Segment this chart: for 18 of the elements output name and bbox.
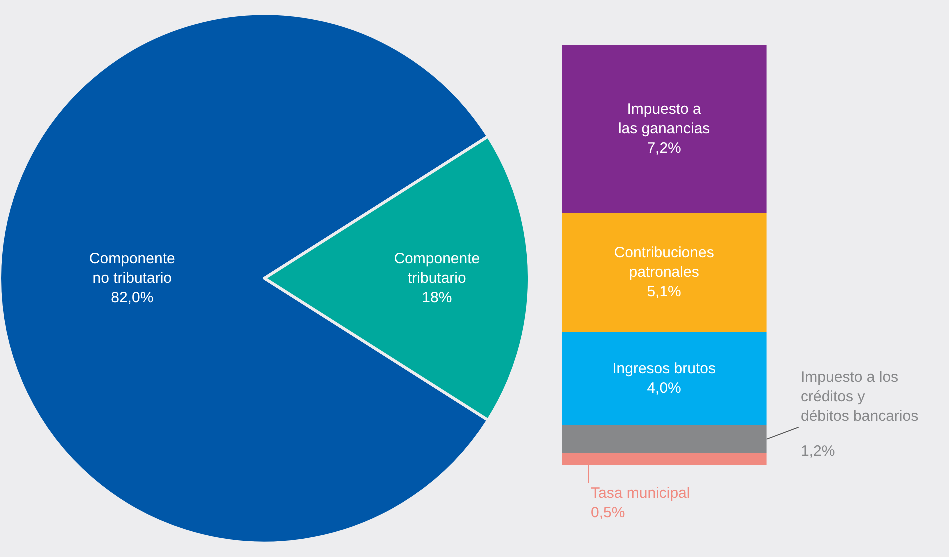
legend-label: Tasa municipal	[591, 485, 690, 502]
data-label: 0,5%	[591, 504, 626, 522]
bar	[562, 213, 767, 332]
data-label: 4,0%	[647, 380, 682, 398]
series-label: Contribuciones patronales	[614, 244, 714, 282]
data-label: 1,2%	[801, 443, 836, 460]
data-label: 7,2%	[647, 140, 682, 158]
slice-label: Componente tributario	[394, 250, 480, 287]
slice-label: Componente no tributario	[89, 250, 176, 287]
series-label: Impuesto a las ganancias	[618, 101, 710, 138]
data-label: 18%	[422, 290, 452, 306]
bar	[562, 45, 767, 214]
bar	[562, 425, 767, 454]
text: Impuesto a los créditos y débitos bancarios	[801, 369, 919, 425]
data-label: 82,0%	[111, 290, 154, 306]
data-label: 5,1%	[647, 284, 682, 301]
series-label: Ingresos brutos	[612, 360, 716, 378]
bar	[562, 332, 767, 426]
